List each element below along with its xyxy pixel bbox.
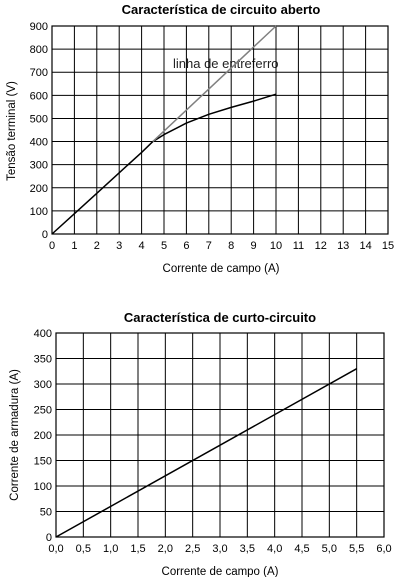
- short-circuit-chart: Característica de curto-circuito Corrent…: [9, 310, 392, 577]
- chart-title: Característica de circuito aberto: [122, 2, 321, 17]
- x-tick-label: 1: [71, 240, 77, 252]
- x-tick-label: 1,0: [103, 543, 118, 555]
- y-tick-label: 250: [34, 405, 52, 417]
- y-tick-label: 800: [30, 44, 48, 56]
- y-tick-label: 100: [34, 481, 52, 493]
- x-axis-label: Corrente de campo (A): [162, 566, 279, 577]
- y-tick-label: 300: [30, 160, 48, 172]
- series-line-0: [51, 93, 277, 235]
- y-tick-label: 400: [30, 137, 48, 149]
- chart-title: Característica de curto-circuito: [124, 310, 316, 325]
- y-tick-label: 100: [30, 206, 48, 218]
- x-tick-label: 6: [183, 240, 189, 252]
- x-tick-label: 2,5: [185, 543, 200, 555]
- y-tick-label: 200: [30, 183, 48, 195]
- y-tick-label: 0: [46, 532, 52, 544]
- y-axis-label: Corrente de armadura (A): [9, 369, 21, 501]
- x-tick-label: 3,0: [212, 543, 227, 555]
- x-axis-label: Corrente de campo (A): [163, 263, 280, 275]
- annotation-air-gap-line: linha de entreferro: [173, 56, 279, 71]
- y-tick-label: 350: [34, 354, 52, 366]
- series-line-air-gap: [152, 25, 277, 143]
- y-axis-label: Tensão terminal (V): [6, 81, 18, 181]
- x-tick-label: 1,5: [130, 543, 145, 555]
- plot-frame: [55, 332, 385, 538]
- y-tick-label: 0: [42, 229, 48, 241]
- x-tick-label: 2,0: [158, 543, 173, 555]
- x-tick-label: 2: [94, 240, 100, 252]
- y-tick-label: 200: [34, 430, 52, 442]
- x-tick-label: 5,5: [349, 543, 364, 555]
- y-tick-label: 50: [40, 507, 52, 519]
- x-tick-label: 10: [270, 240, 282, 252]
- x-tick-label: 4,0: [267, 543, 282, 555]
- series-line-0: [55, 368, 358, 538]
- x-tick-label: 5,0: [322, 543, 337, 555]
- y-tick-label: 300: [34, 379, 52, 391]
- x-tick-label: 15: [382, 240, 394, 252]
- x-tick-label: 7: [206, 240, 212, 252]
- y-tick-label: 400: [34, 328, 52, 340]
- x-tick-label: 0,0: [48, 543, 63, 555]
- y-tick-label: 900: [30, 21, 48, 33]
- x-tick-label: 3: [116, 240, 122, 252]
- open-circuit-chart: Característica de circuito aberto Corren…: [6, 2, 394, 275]
- plot-frame: [51, 25, 389, 235]
- y-tick-label: 600: [30, 90, 48, 102]
- x-tick-label: 6,0: [376, 543, 391, 555]
- y-tick-label: 500: [30, 113, 48, 125]
- x-tick-label: 0: [49, 240, 55, 252]
- x-tick-label: 3,5: [240, 543, 255, 555]
- x-tick-label: 12: [315, 240, 327, 252]
- x-tick-label: 8: [228, 240, 234, 252]
- x-tick-label: 0,5: [76, 543, 91, 555]
- x-tick-label: 13: [337, 240, 349, 252]
- x-tick-label: 5: [161, 240, 167, 252]
- x-tick-label: 9: [251, 240, 257, 252]
- x-tick-label: 14: [359, 240, 371, 252]
- x-tick-label: 11: [293, 240, 304, 252]
- x-tick-label: 4,5: [294, 543, 309, 555]
- y-tick-label: 700: [30, 67, 48, 79]
- y-tick-label: 150: [34, 456, 52, 468]
- x-tick-label: 4: [139, 240, 145, 252]
